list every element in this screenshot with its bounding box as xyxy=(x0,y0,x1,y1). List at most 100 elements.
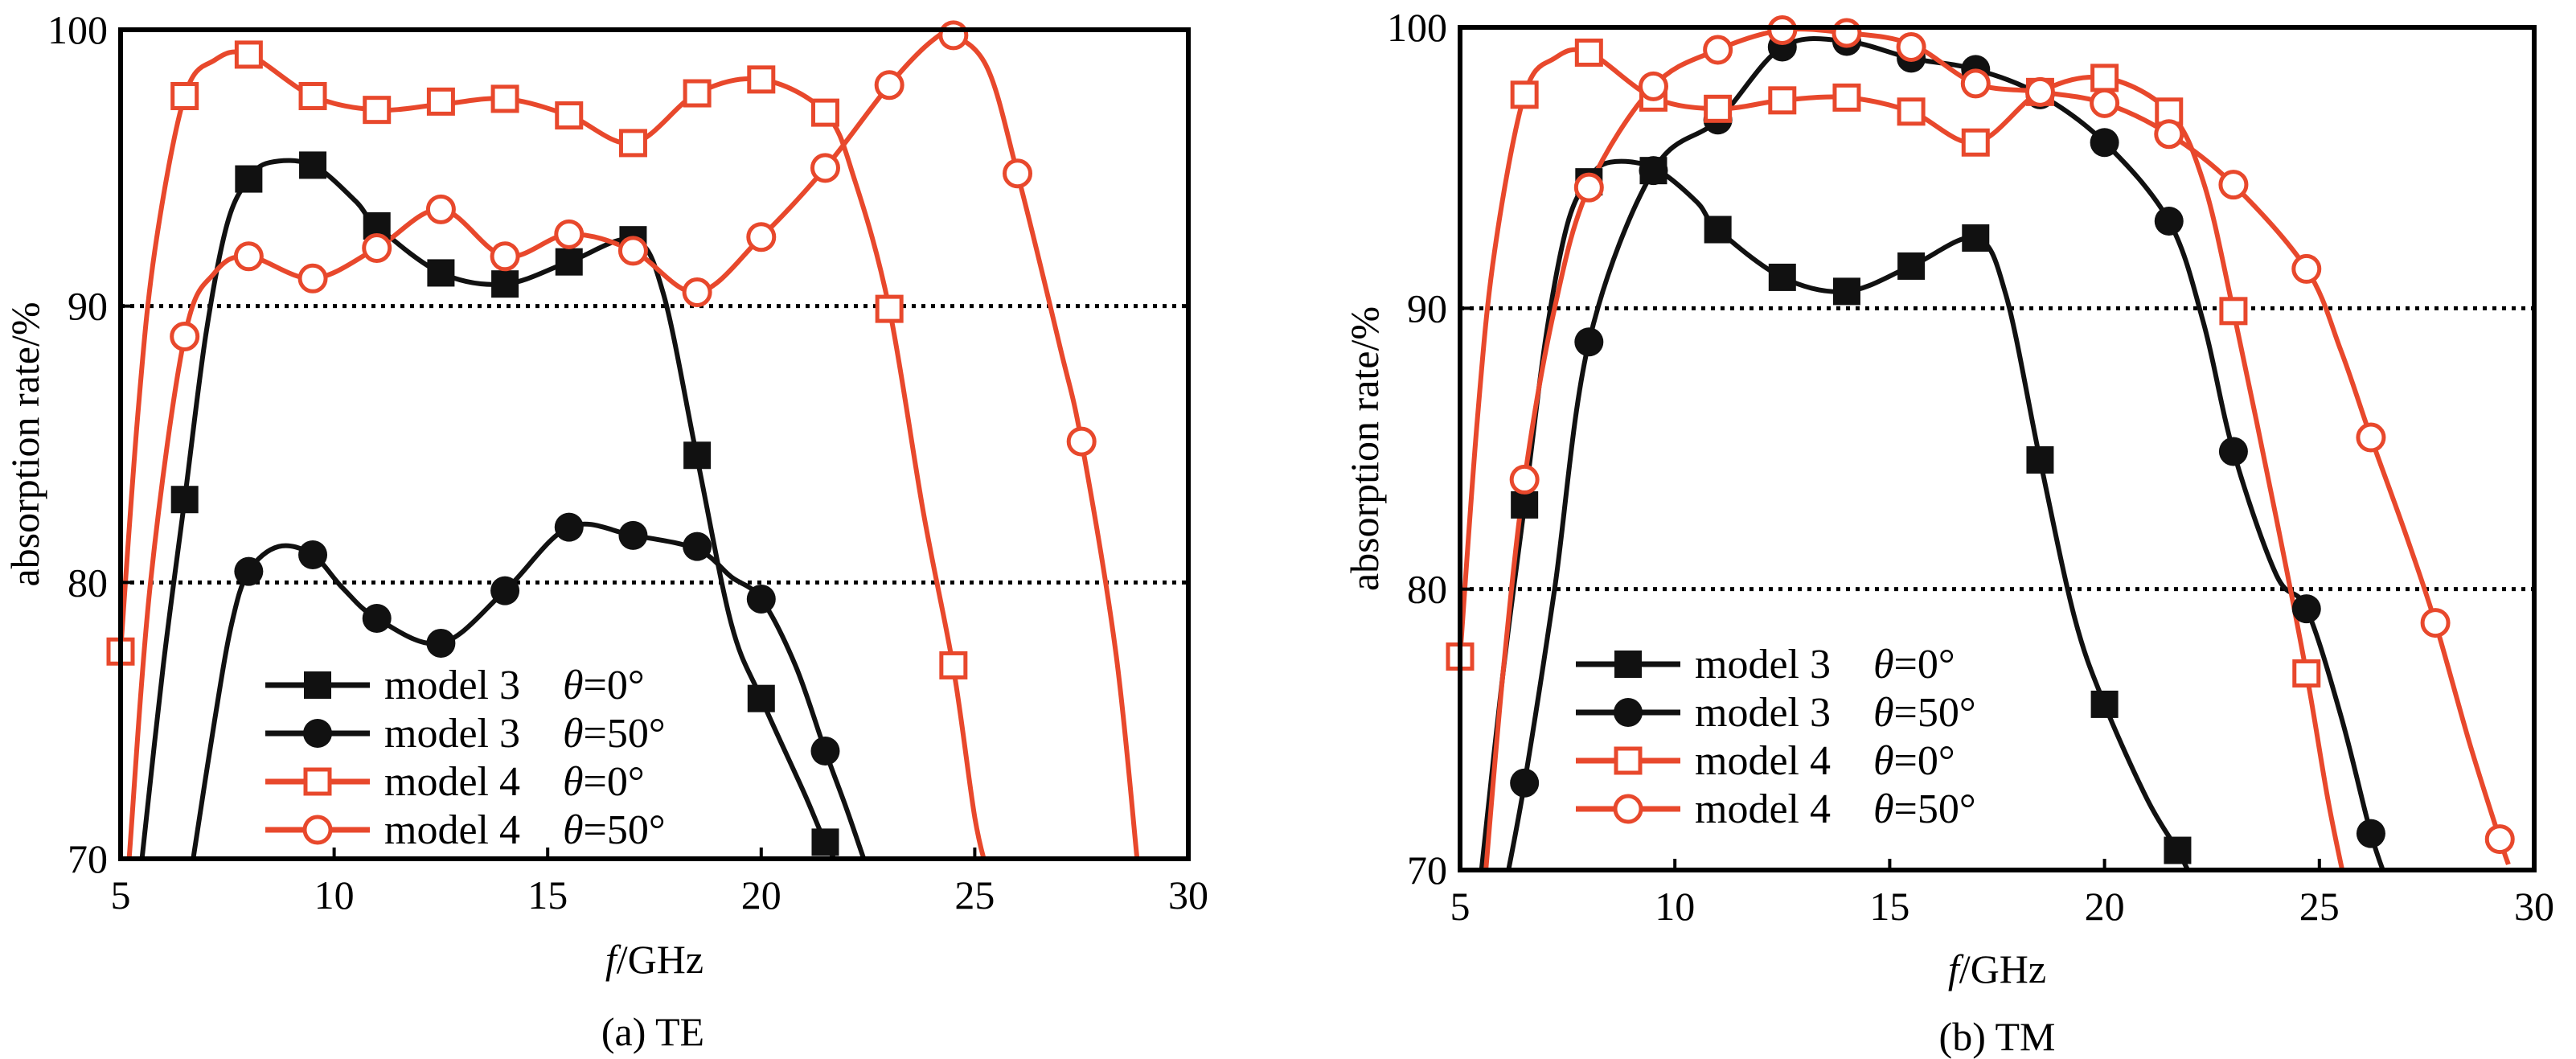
data-point-s2-4 xyxy=(426,628,456,658)
data-point-s4-13 xyxy=(2291,253,2322,284)
y-tick-label: 80 xyxy=(68,560,108,605)
x-axis-label-unit: /GHz xyxy=(617,937,703,982)
series-line-4 xyxy=(1483,27,2511,870)
panel-caption: (a) TE xyxy=(601,1009,704,1054)
plot-frame xyxy=(1458,25,2537,872)
legend-marker-4 xyxy=(1613,794,1643,824)
data-point-s1-7 xyxy=(1897,252,1926,280)
data-point-s1-5 xyxy=(1768,263,1796,291)
plot-frame xyxy=(118,27,1191,861)
legend-marker-3 xyxy=(303,767,332,796)
data-point-s4-10 xyxy=(746,222,777,252)
data-point-s4-4 xyxy=(1703,35,1733,65)
legend-theta-1: θ=0° xyxy=(563,663,645,708)
data-point-s1-9 xyxy=(2026,445,2054,474)
data-point-s1-1 xyxy=(1511,491,1539,519)
data-point-s4-14 xyxy=(1003,158,1033,189)
data-point-s1-9 xyxy=(683,441,712,470)
data-point-s1-3 xyxy=(299,151,327,179)
data-point-s1-5 xyxy=(427,259,455,287)
data-point-s4-5 xyxy=(425,194,456,224)
legend-theta-4: θ=50° xyxy=(1873,786,1976,832)
data-point-s3-13 xyxy=(875,294,904,323)
legend-model-1: model 3 xyxy=(384,663,520,708)
data-point-s2-10 xyxy=(810,736,840,766)
data-point-s4-7 xyxy=(1896,31,1926,62)
data-point-s2-14 xyxy=(2356,819,2385,848)
legend-model-1: model 3 xyxy=(1695,642,1831,688)
legend-model-2: model 3 xyxy=(1695,690,1831,736)
data-point-s3-7 xyxy=(490,84,519,113)
data-point-s4-3 xyxy=(297,263,328,293)
data-point-s2-7 xyxy=(618,520,648,550)
data-point-s2-8 xyxy=(683,532,712,561)
legend: model 3 θ=0° model 3 θ=50° model 4 θ=0° model … xyxy=(1576,642,1976,832)
data-point-s4-12 xyxy=(2218,170,2249,200)
data-point-s1-10 xyxy=(2090,690,2119,718)
data-point-s1-6 xyxy=(1832,277,1860,306)
data-point-s4-3 xyxy=(1638,71,1668,101)
x-tick-label: 20 xyxy=(741,872,781,917)
data-point-s2-13 xyxy=(2291,594,2321,624)
data-point-s4-6 xyxy=(490,241,520,272)
x-tick-label: 15 xyxy=(527,872,568,917)
x-tick-label: 10 xyxy=(314,872,355,917)
chart-panel-b: 5 10 15 20 25 30 70 80 90 100 absorption rate/% f/G… xyxy=(1342,5,2554,1059)
y-tick-label: 100 xyxy=(1387,5,1447,50)
legend: model 3 θ=0° model 3 θ=50° model 4 θ=0° model … xyxy=(265,663,666,853)
data-point-s2-2 xyxy=(1574,327,1604,357)
data-point-s4-4 xyxy=(362,232,392,263)
y-tick-label: 70 xyxy=(1407,848,1447,893)
data-point-s4-15 xyxy=(2420,608,2451,638)
data-point-s3-9 xyxy=(618,129,647,158)
legend-model-3: model 4 xyxy=(1695,738,1831,784)
data-point-s3-8 xyxy=(555,101,584,130)
data-point-s2-9 xyxy=(746,584,776,614)
data-point-s3-11 xyxy=(2090,64,2119,92)
data-point-s3-9 xyxy=(1961,128,1990,157)
data-point-s1-6 xyxy=(491,270,519,298)
legend-model-4: model 4 xyxy=(384,807,520,853)
data-point-s1-8 xyxy=(1962,224,1990,252)
data-point-s2-3 xyxy=(362,604,392,634)
x-axis-label-unit: /GHz xyxy=(1959,946,2046,991)
data-point-s3-6 xyxy=(1768,86,1797,115)
x-tick-label: 5 xyxy=(1450,884,1471,929)
data-point-s1-11 xyxy=(811,828,839,856)
data-point-s4-13 xyxy=(938,20,969,51)
data-point-s4-10 xyxy=(2090,88,2120,118)
legend-marker-3 xyxy=(1614,746,1643,775)
data-point-s2-1 xyxy=(234,556,264,586)
data-point-s3-3 xyxy=(234,40,263,69)
x-tick-label: 25 xyxy=(954,872,995,917)
data-point-s4-11 xyxy=(2154,119,2184,150)
legend-theta-2: θ=50° xyxy=(563,711,666,757)
data-point-s1-1 xyxy=(170,486,199,514)
x-tick-label: 5 xyxy=(111,872,131,917)
data-point-s2-1 xyxy=(1510,768,1540,798)
data-point-s4-16 xyxy=(2484,824,2515,855)
legend-theta-4: θ=50° xyxy=(563,807,666,853)
data-point-s1-11 xyxy=(2164,836,2192,864)
data-point-s4-9 xyxy=(682,277,712,307)
data-point-s4-12 xyxy=(874,70,904,101)
data-point-s1-2 xyxy=(235,165,263,193)
data-point-s3-6 xyxy=(426,87,455,116)
legend-marker-2 xyxy=(303,719,332,748)
x-tick-label: 20 xyxy=(2085,884,2125,929)
y-tick-label: 70 xyxy=(68,836,108,881)
data-point-s3-14 xyxy=(2292,659,2321,688)
data-point-s2-5 xyxy=(490,576,520,605)
data-point-s3-11 xyxy=(747,65,776,94)
data-point-s2-11 xyxy=(2154,207,2184,236)
y-axis-label: absorption rate/% xyxy=(2,302,47,586)
legend-theta-1: θ=0° xyxy=(1873,642,1955,688)
data-point-s2-12 xyxy=(2218,437,2248,466)
data-point-s4-5 xyxy=(1767,14,1798,45)
series-line-1 xyxy=(1479,158,2191,870)
data-point-s3-5 xyxy=(1704,94,1733,123)
legend-marker-1 xyxy=(1614,651,1642,678)
data-point-s3-2 xyxy=(170,81,199,110)
data-point-s4-1 xyxy=(170,321,200,351)
y-tick-label: 100 xyxy=(47,7,108,52)
